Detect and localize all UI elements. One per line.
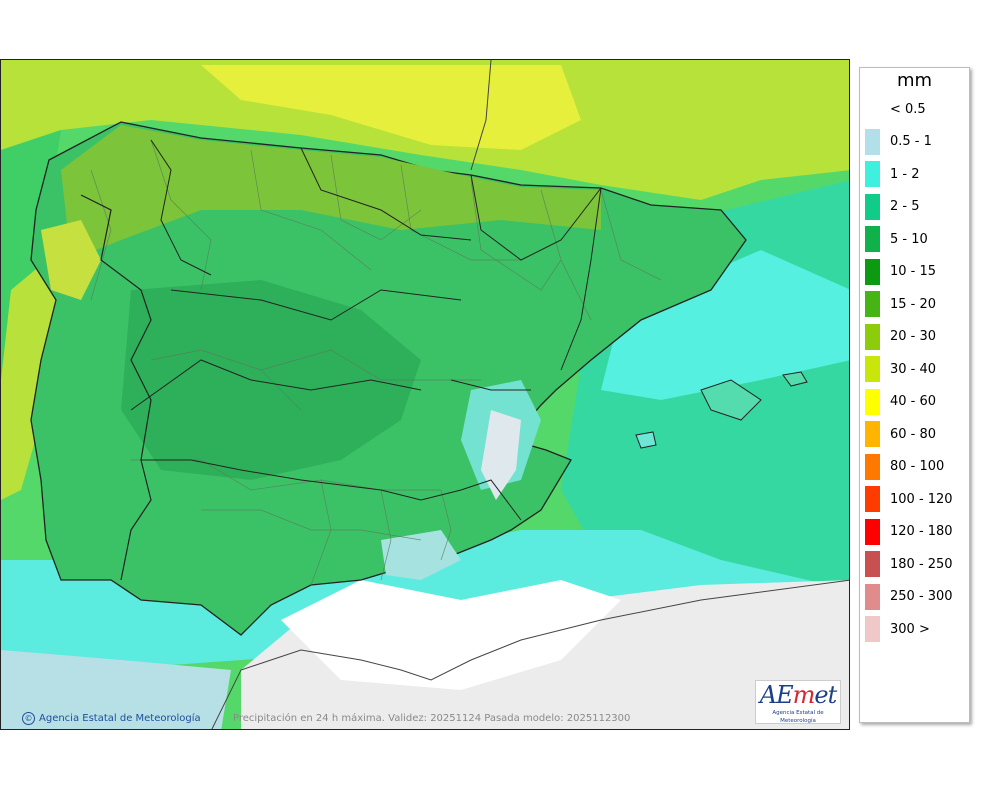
- dry-zone: [281, 580, 621, 690]
- legend-label: 100 - 120: [890, 491, 953, 507]
- region-borders: [130, 139, 602, 521]
- legend-label: 300 >: [890, 621, 930, 637]
- legend-label: 15 - 20: [890, 296, 937, 312]
- legend-item: 30 - 40: [865, 356, 936, 382]
- legend-swatch: [865, 291, 880, 317]
- southeast-dry-patch: [481, 410, 521, 500]
- legend-item: < 0.5: [865, 96, 926, 122]
- legend-swatch: [865, 518, 880, 545]
- legend-label: 20 - 30: [890, 329, 937, 344]
- north-wet-band: [61, 125, 601, 260]
- legend-item: 40 - 60: [865, 388, 937, 415]
- legend-label: 80 - 100: [890, 459, 945, 474]
- legend-label: 10 - 15: [890, 264, 937, 279]
- legend-item: 60 - 80: [865, 421, 936, 447]
- biscay-yellow-core: [201, 65, 581, 150]
- legend-swatch: [865, 96, 880, 122]
- legend-label: 2 - 5: [890, 199, 920, 214]
- legend-item: 5 - 10: [865, 226, 928, 252]
- logo-brand: AEmet: [759, 681, 837, 709]
- legend-label: 120 - 180: [890, 524, 953, 539]
- atlantic-light-zone: [1, 650, 231, 729]
- legend-label: 1 - 2: [890, 166, 920, 182]
- logo-subtitle: Agencia Estatal de Meteorología: [772, 710, 824, 724]
- ibiza-island: [635, 431, 657, 449]
- legend-item: 300 >: [865, 616, 930, 642]
- copyright-icon: ©: [22, 712, 35, 725]
- legend-label: 40 - 60: [890, 394, 937, 409]
- legend-item: 80 - 100: [865, 453, 945, 480]
- legend-label: 250 - 300: [890, 589, 953, 604]
- map-credit: © Agencia Estatal de Meteorología: [22, 712, 201, 725]
- credit-text: Agencia Estatal de Meteorología: [39, 713, 201, 724]
- legend-swatch: [865, 356, 880, 382]
- menorca-island: [782, 371, 808, 387]
- france-border: [470, 60, 492, 171]
- legend-item: 0.5 - 1: [865, 128, 932, 155]
- mediterranean-cyan-zone: [601, 250, 849, 400]
- legend-item: 10 - 15: [865, 258, 937, 285]
- precipitation-map[interactable]: [0, 59, 850, 730]
- portugal-border: [80, 194, 152, 581]
- legend-label: 60 - 80: [890, 426, 937, 442]
- legend-swatch: [865, 616, 880, 642]
- legend-item: 100 - 120: [865, 486, 953, 512]
- legend-swatch: [865, 226, 880, 252]
- africa-coastline: [211, 579, 849, 729]
- legend-swatch: [865, 583, 880, 610]
- legend-swatch: [865, 161, 880, 187]
- legend-unit: mm: [896, 70, 933, 91]
- legend-swatch: [865, 388, 880, 415]
- legend-swatch: [865, 551, 880, 577]
- legend-item: 1 - 2: [865, 161, 920, 187]
- legend-item: 250 - 300: [865, 583, 953, 610]
- legend-label: 5 - 10: [890, 231, 928, 247]
- aemet-logo: AEmet Agencia Estatal de Meteorología: [755, 680, 841, 724]
- legend-item: 2 - 5: [865, 193, 920, 220]
- mallorca-island: [700, 379, 762, 421]
- legend-swatch: [865, 193, 880, 220]
- legend-swatch: [865, 323, 880, 350]
- legend-item: 120 - 180: [865, 518, 953, 545]
- map-caption: Precipitación en 24 h máxima. Validez: 2…: [233, 713, 631, 724]
- legend-panel: mm < 0.5 0.5 - 1 1 - 2 2 - 5 5 - 10 10 - 15 15…: [859, 67, 970, 723]
- northwest-yellow-zone: [41, 220, 101, 300]
- south-coast-light: [381, 530, 461, 580]
- legend-swatch: [865, 421, 880, 447]
- legend-label: 180 - 250: [890, 556, 953, 572]
- legend-label: 0.5 - 1: [890, 134, 932, 149]
- legend-item: 20 - 30: [865, 323, 937, 350]
- map-canvas: [1, 60, 849, 729]
- legend-item: 180 - 250: [865, 551, 953, 577]
- legend-swatch: [865, 128, 880, 155]
- legend-swatch: [865, 453, 880, 480]
- legend-swatch: [865, 486, 880, 512]
- legend-swatch: [865, 258, 880, 285]
- legend-label: < 0.5: [890, 101, 926, 117]
- legend-item: 15 - 20: [865, 291, 936, 317]
- legend-label: 30 - 40: [890, 361, 937, 377]
